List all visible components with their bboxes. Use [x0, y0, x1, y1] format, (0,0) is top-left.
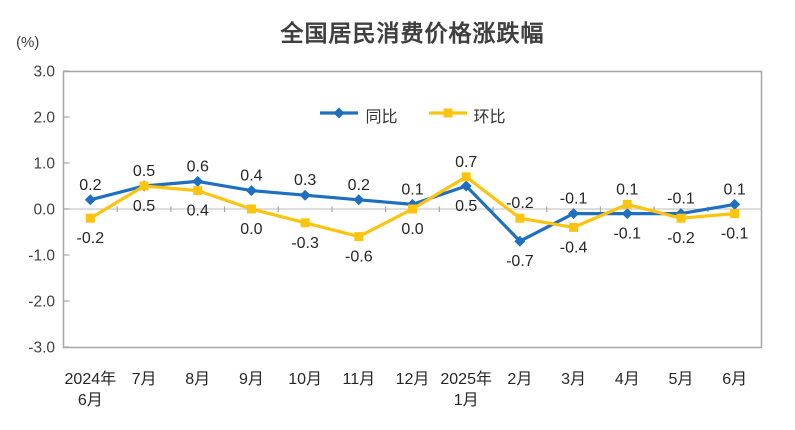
y-axis-tick-label: 3.0 [33, 64, 55, 81]
y-axis-tick-label: 1.0 [33, 156, 55, 173]
data-point-marker [139, 181, 149, 191]
data-point-label: 0.6 [187, 158, 209, 175]
legend-label-yoy: 同比 [365, 109, 398, 126]
data-point-label: 0.7 [455, 154, 477, 171]
data-point-marker [515, 213, 525, 223]
x-axis-category-label: 4月 [615, 371, 640, 388]
data-point-marker [85, 213, 95, 223]
data-point-label: -0.3 [291, 235, 319, 252]
chart-title: 全国居民消费价格涨跌幅 [280, 20, 545, 46]
x-axis-category-label: 2025年 [440, 370, 492, 388]
data-point-marker [246, 204, 256, 214]
data-point-marker [245, 185, 257, 197]
data-point-marker [299, 189, 311, 201]
data-point-marker [514, 235, 526, 247]
x-axis-category-label: 10月 [288, 371, 322, 388]
data-point-label: 0.2 [79, 177, 101, 194]
data-point-label: -0.6 [345, 249, 373, 266]
data-point-marker [192, 175, 204, 187]
data-point-label: -0.4 [560, 239, 588, 256]
x-axis-category-label: 3月 [561, 371, 586, 388]
data-point-label: 0.3 [294, 172, 316, 189]
x-axis-category-label: 9月 [239, 371, 264, 388]
data-point-label: -0.2 [667, 230, 695, 247]
y-axis-tick-label: 2.0 [33, 110, 55, 127]
data-point-marker [569, 222, 579, 232]
data-point-marker [622, 199, 632, 209]
x-axis-category-label: 5月 [669, 371, 694, 388]
data-point-label: 0.5 [455, 198, 477, 215]
x-axis-category-label: 11月 [342, 371, 375, 388]
data-point-marker [730, 209, 740, 219]
data-point-label: 0.5 [133, 198, 155, 215]
data-point-marker [621, 208, 633, 220]
data-point-marker [354, 232, 364, 242]
data-point-label: -0.2 [506, 195, 534, 212]
x-axis-category-label: 2月 [507, 371, 532, 388]
x-axis-category-label: 12月 [396, 371, 430, 388]
y-axis-tick-label: -2.0 [28, 294, 55, 311]
data-point-marker [568, 208, 580, 220]
x-axis-category-label: 7月 [132, 371, 157, 388]
data-point-marker [353, 194, 365, 206]
data-point-label: -0.7 [506, 253, 534, 270]
x-axis-category-label: 6月 [722, 371, 747, 388]
data-point-label: -0.1 [667, 191, 695, 208]
data-point-label: -0.1 [560, 191, 588, 208]
data-point-label: 0.0 [401, 221, 423, 238]
y-axis-tick-label: -3.0 [28, 340, 55, 357]
data-point-label: 0.0 [240, 221, 262, 238]
data-point-label: 0.4 [240, 168, 262, 185]
data-point-label: 0.4 [187, 203, 209, 220]
data-point-label: 0.2 [348, 177, 370, 194]
data-point-marker [193, 186, 203, 196]
yoy-line-swatch [319, 106, 359, 125]
y-axis-tick-label: -1.0 [28, 248, 55, 265]
data-point-marker [729, 198, 741, 210]
data-point-label: 0.1 [724, 181, 746, 198]
x-axis-category-label: 2024年 [65, 370, 117, 388]
legend-item-yoy: 同比 [319, 103, 398, 127]
data-point-marker [84, 194, 96, 206]
data-point-marker [408, 204, 417, 214]
data-point-label: -0.1 [613, 226, 641, 243]
data-point-marker [676, 213, 686, 223]
data-point-marker [461, 172, 471, 182]
data-point-label: 0.1 [616, 181, 638, 198]
y-axis-unit-label: (%) [16, 34, 40, 51]
data-point-marker [300, 218, 310, 228]
x-axis-category-label: 1月 [454, 392, 479, 409]
y-axis-tick-label: 0.0 [33, 202, 55, 219]
data-point-label: -0.1 [721, 226, 749, 243]
legend-item-mom: 环比 [428, 103, 506, 127]
mom-line-swatch [428, 106, 468, 125]
x-axis-category-label: 6月 [78, 392, 103, 409]
data-point-label: -0.2 [77, 230, 105, 247]
data-point-label: 0.1 [401, 181, 423, 198]
legend-label-mom: 环比 [473, 109, 506, 126]
x-axis-category-label: 8月 [185, 371, 210, 388]
data-point-label: 0.5 [133, 163, 155, 180]
data-point-marker [460, 180, 472, 192]
chart-legend: 同比 环比 [63, 103, 762, 127]
